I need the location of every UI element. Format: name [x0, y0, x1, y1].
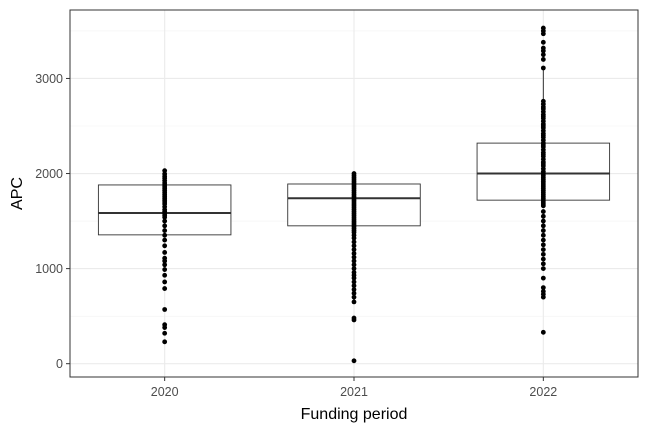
data-point [351, 250, 357, 256]
data-point [162, 286, 168, 291]
data-point [351, 279, 357, 285]
data-point [540, 261, 546, 267]
data-point [351, 317, 357, 323]
data-point [540, 294, 546, 300]
x-tick-label: 2022 [529, 385, 557, 399]
x-axis-title: Funding period [301, 406, 408, 423]
data-point [162, 243, 168, 249]
y-tick-label: 1000 [35, 262, 63, 276]
data-point [162, 330, 168, 336]
data-point [162, 272, 168, 278]
data-point [540, 285, 546, 291]
data-point [540, 213, 546, 219]
data-point [540, 218, 546, 224]
data-point [351, 254, 357, 260]
data-point [351, 275, 357, 281]
data-point [351, 287, 357, 292]
data-point [162, 267, 168, 272]
data-point [540, 228, 546, 233]
data-point [540, 232, 546, 238]
data-point [351, 239, 357, 245]
data-point [540, 329, 546, 335]
boxes [97, 68, 611, 236]
x-tick-label: 2021 [340, 385, 368, 399]
data-point [162, 258, 168, 264]
data-point [351, 283, 357, 289]
data-point [540, 242, 546, 248]
data-point [540, 48, 546, 54]
data-point [162, 262, 168, 268]
axes: 0 1000 2000 3000 2020 2021 2022 [35, 72, 557, 399]
data-point [162, 168, 168, 174]
data-points [162, 25, 546, 364]
data-point [540, 223, 546, 229]
data-point [540, 275, 546, 281]
data-point [351, 299, 357, 305]
data-point [540, 266, 546, 272]
data-point [351, 247, 357, 252]
data-point [351, 266, 357, 272]
data-point [540, 52, 546, 58]
data-point [540, 31, 546, 37]
data-point [162, 218, 168, 224]
data-point [351, 358, 357, 364]
data-point [162, 232, 168, 238]
data-point [540, 65, 546, 71]
data-point [540, 237, 546, 243]
data-point [351, 235, 357, 241]
data-point [540, 247, 546, 252]
data-point [351, 258, 357, 264]
data-point [162, 325, 168, 330]
data-point [162, 250, 168, 255]
data-point [540, 203, 546, 209]
data-point [540, 209, 546, 214]
y-tick-label: 3000 [35, 72, 63, 86]
data-point [540, 251, 546, 257]
data-point [540, 57, 546, 62]
data-point [162, 279, 168, 285]
x-tick-label: 2020 [151, 385, 179, 399]
data-point [351, 294, 357, 300]
y-tick-label: 2000 [35, 167, 63, 181]
data-point [162, 214, 168, 220]
data-point [162, 307, 168, 312]
data-point [351, 243, 357, 249]
y-tick-label: 0 [56, 357, 63, 371]
y-axis-title: APC [9, 177, 26, 210]
data-point [351, 290, 357, 296]
data-point [351, 262, 357, 268]
data-point [162, 339, 168, 345]
data-point [162, 223, 168, 229]
data-point [162, 237, 168, 243]
data-point [540, 39, 546, 45]
data-point [162, 228, 168, 233]
data-point [540, 256, 546, 262]
